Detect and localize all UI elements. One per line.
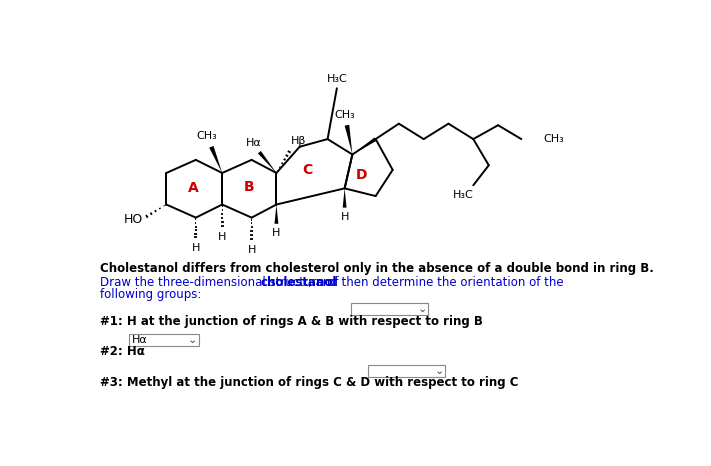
Polygon shape <box>274 205 279 224</box>
Text: #2: Hα: #2: Hα <box>100 345 144 358</box>
Text: Draw the three-dimensional structure of: Draw the three-dimensional structure of <box>100 276 342 289</box>
Text: following groups:: following groups: <box>100 288 201 302</box>
FancyBboxPatch shape <box>351 303 428 315</box>
Text: HO: HO <box>124 212 144 226</box>
Text: CH₃: CH₃ <box>543 134 564 144</box>
Text: ⌄: ⌄ <box>188 335 198 345</box>
Text: H₃C: H₃C <box>453 190 474 199</box>
FancyBboxPatch shape <box>368 365 445 377</box>
Text: H: H <box>192 243 200 254</box>
Text: D: D <box>356 168 368 182</box>
Polygon shape <box>258 151 277 173</box>
Text: cholestanol: cholestanol <box>261 276 337 289</box>
Text: H: H <box>272 228 281 238</box>
Text: A: A <box>188 181 199 195</box>
Text: Hβ: Hβ <box>290 136 306 145</box>
Text: Hα: Hα <box>246 138 262 148</box>
Polygon shape <box>353 137 377 155</box>
Polygon shape <box>209 146 222 173</box>
Text: Hα: Hα <box>132 335 148 345</box>
Text: H₃C: H₃C <box>326 74 347 84</box>
Text: ⌄: ⌄ <box>417 304 427 314</box>
Text: #1: H at the junction of rings A & B with respect to ring B: #1: H at the junction of rings A & B wit… <box>100 315 483 328</box>
Text: C: C <box>302 163 313 177</box>
Text: H: H <box>218 232 226 242</box>
Polygon shape <box>345 125 353 155</box>
Text: #3: Methyl at the junction of rings C & D with respect to ring C: #3: Methyl at the junction of rings C & … <box>100 376 518 389</box>
Text: , and then determine the orientation of the: , and then determine the orientation of … <box>308 276 564 289</box>
Text: Cholestanol differs from cholesterol only in the absence of a double bond in rin: Cholestanol differs from cholesterol onl… <box>100 262 653 275</box>
Text: H: H <box>247 245 256 255</box>
Text: H: H <box>341 212 349 222</box>
Text: CH₃: CH₃ <box>196 131 217 141</box>
Text: B: B <box>244 180 255 194</box>
Text: ⌄: ⌄ <box>434 366 444 376</box>
FancyBboxPatch shape <box>129 334 199 346</box>
Text: CH₃: CH₃ <box>334 110 355 120</box>
Polygon shape <box>343 188 346 208</box>
